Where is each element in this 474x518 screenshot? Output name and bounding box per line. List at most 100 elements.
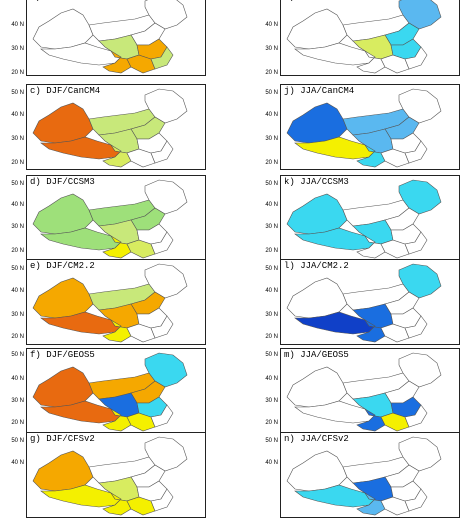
panel-label: m) JJA/GEOS5 bbox=[284, 350, 349, 360]
y-tick-label: 40 N bbox=[11, 202, 24, 208]
y-tick-label: 30 N bbox=[265, 398, 278, 404]
y-tick-label: 40 N bbox=[11, 460, 24, 466]
y-tick-label: 20 N bbox=[11, 420, 24, 426]
y-tick-label: 50 N bbox=[265, 266, 278, 272]
china-map bbox=[32, 0, 188, 74]
panel-label: l) JJA/CM2.2 bbox=[284, 261, 349, 271]
map-panel: g) DJF/CFSv2 bbox=[26, 432, 206, 518]
y-tick-label: 20 N bbox=[11, 248, 24, 254]
y-tick-label: 20 N bbox=[11, 70, 24, 76]
map-panel: b) DJF/CanCM3 bbox=[26, 0, 206, 76]
china-map bbox=[286, 179, 442, 259]
map-panel: i) JJA/CanCM3 bbox=[280, 0, 460, 76]
region-sw bbox=[102, 319, 132, 343]
y-tick-label: 20 N bbox=[11, 160, 24, 166]
panel-label: g) DJF/CFSv2 bbox=[30, 434, 95, 444]
map-panel: d) DJF/CCSM3 bbox=[26, 175, 206, 261]
y-tick-label: 40 N bbox=[265, 202, 278, 208]
panel-label: k) JJA/CCSM3 bbox=[284, 177, 349, 187]
map-panel: c) DJF/CanCM4 bbox=[26, 84, 206, 170]
y-tick-label: 30 N bbox=[11, 46, 24, 52]
china-map bbox=[286, 352, 442, 432]
region-ne bbox=[144, 436, 188, 472]
y-tick-label: 30 N bbox=[265, 224, 278, 230]
china-map bbox=[32, 436, 188, 516]
y-tick-label: 40 N bbox=[265, 288, 278, 294]
region-se bbox=[404, 315, 428, 339]
region-se bbox=[150, 315, 174, 339]
region-se bbox=[404, 140, 428, 164]
y-tick-label: 50 N bbox=[265, 352, 278, 358]
map-panel: n) JJA/CFSv2 bbox=[280, 432, 460, 518]
panel-label: d) DJF/CCSM3 bbox=[30, 177, 95, 187]
map-panel: m) JJA/GEOS5 bbox=[280, 348, 460, 434]
region-ne bbox=[144, 0, 188, 30]
y-tick-label: 20 N bbox=[265, 160, 278, 166]
map-panel: l) JJA/CM2.2 bbox=[280, 259, 460, 345]
y-tick-label: 30 N bbox=[11, 224, 24, 230]
region-se bbox=[404, 404, 428, 428]
region-ne bbox=[398, 263, 442, 299]
map-panel: k) JJA/CCSM3 bbox=[280, 175, 460, 261]
y-tick-label: 40 N bbox=[265, 460, 278, 466]
region-ne bbox=[398, 436, 442, 472]
panel-label: c) DJF/CanCM4 bbox=[30, 86, 101, 96]
region-ne bbox=[144, 179, 188, 215]
region-ne bbox=[398, 179, 442, 215]
region-ne bbox=[144, 263, 188, 299]
y-tick-label: 40 N bbox=[11, 112, 24, 118]
region-se bbox=[404, 231, 428, 255]
y-tick-label: 20 N bbox=[265, 334, 278, 340]
y-tick-label: 40 N bbox=[265, 376, 278, 382]
region-sw bbox=[356, 144, 386, 168]
y-tick-label: 40 N bbox=[11, 376, 24, 382]
china-map bbox=[286, 436, 442, 516]
map-panel: j) JJA/CanCM4 bbox=[280, 84, 460, 170]
y-tick-label: 30 N bbox=[265, 136, 278, 142]
y-tick-label: 30 N bbox=[11, 136, 24, 142]
region-ne bbox=[144, 352, 188, 388]
region-se bbox=[404, 46, 428, 70]
region-ne bbox=[398, 352, 442, 388]
y-tick-label: 30 N bbox=[11, 312, 24, 318]
y-tick-label: 40 N bbox=[265, 112, 278, 118]
region-ne bbox=[144, 88, 188, 124]
panel-label: e) DJF/CM2.2 bbox=[30, 261, 95, 271]
region-sw bbox=[356, 319, 386, 343]
map-panel: e) DJF/CM2.2 bbox=[26, 259, 206, 345]
y-tick-label: 20 N bbox=[11, 334, 24, 340]
y-tick-label: 40 N bbox=[11, 22, 24, 28]
y-tick-label: 50 N bbox=[11, 90, 24, 96]
panel-label: f) DJF/GEOS5 bbox=[30, 350, 95, 360]
china-map bbox=[32, 179, 188, 259]
region-sw bbox=[356, 235, 386, 259]
y-tick-label: 20 N bbox=[265, 420, 278, 426]
y-tick-label: 30 N bbox=[11, 398, 24, 404]
y-tick-label: 40 N bbox=[11, 288, 24, 294]
y-tick-label: 30 N bbox=[265, 312, 278, 318]
region-se bbox=[150, 231, 174, 255]
y-tick-label: 50 N bbox=[11, 438, 24, 444]
panel-label: b) DJF/CanCM3 bbox=[30, 0, 100, 2]
region-se bbox=[150, 140, 174, 164]
panel-label: n) JJA/CFSv2 bbox=[284, 434, 349, 444]
region-sw bbox=[356, 408, 386, 432]
y-tick-label: 50 N bbox=[265, 90, 278, 96]
china-map bbox=[32, 352, 188, 432]
china-map bbox=[286, 88, 442, 168]
region-sw bbox=[102, 235, 132, 259]
region-ne bbox=[398, 0, 442, 30]
china-map bbox=[32, 263, 188, 343]
region-sw bbox=[102, 144, 132, 168]
region-se bbox=[150, 46, 174, 70]
region-ne bbox=[398, 88, 442, 124]
china-map bbox=[286, 0, 442, 74]
y-tick-label: 50 N bbox=[11, 352, 24, 358]
y-tick-label: 50 N bbox=[265, 438, 278, 444]
y-tick-label: 20 N bbox=[265, 248, 278, 254]
y-tick-label: 30 N bbox=[265, 46, 278, 52]
region-sw bbox=[102, 50, 132, 74]
region-sw bbox=[102, 408, 132, 432]
china-map bbox=[32, 88, 188, 168]
panel-label: j) JJA/CanCM4 bbox=[284, 86, 355, 96]
